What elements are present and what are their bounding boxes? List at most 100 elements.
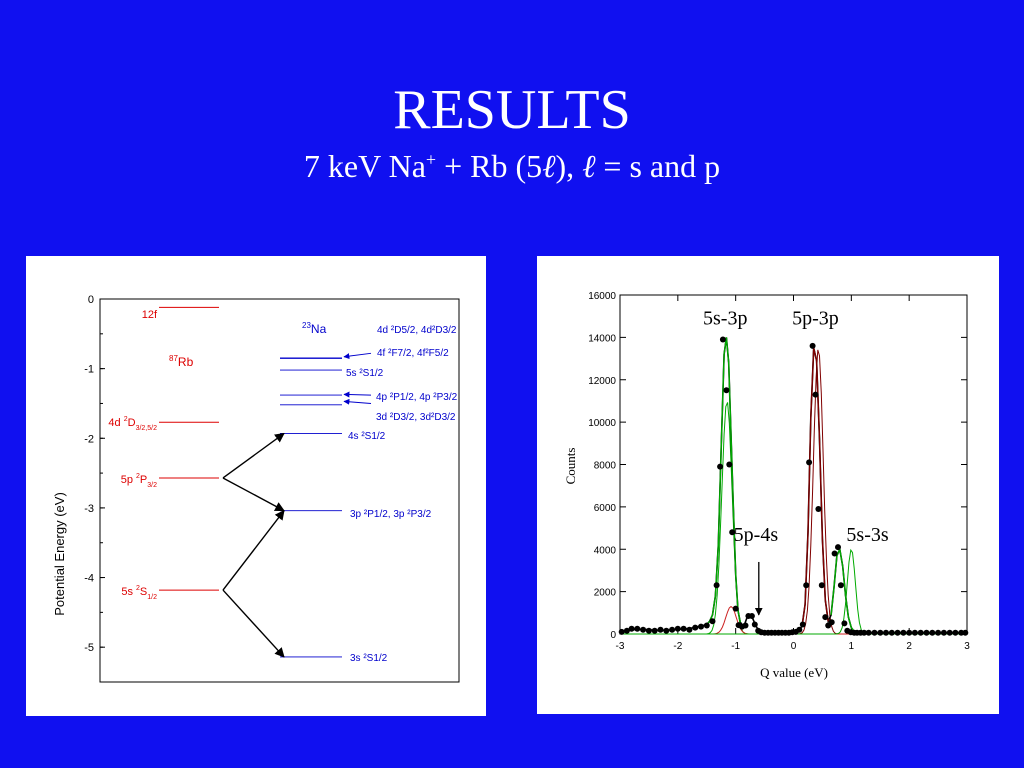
rb-4d-mult: 2: [124, 416, 128, 423]
rb-5s-mult: 2: [136, 585, 140, 592]
rb-5p-letter: P: [140, 474, 147, 486]
rb-label-5p: 5p 2P3/2: [121, 473, 157, 489]
data-point: [692, 624, 699, 631]
data-point: [634, 625, 641, 632]
rb-5s-term: 5s: [121, 586, 136, 598]
rb-label-5s: 5s 2S1/2: [121, 585, 157, 601]
na-label-3d: 3d ²D3/2, 3d²D3/2: [376, 412, 456, 423]
data-point: [835, 544, 841, 551]
data-point: [935, 629, 942, 636]
na-mass-number: 23: [302, 321, 311, 330]
y-tick-label: -1: [84, 364, 94, 376]
y-tick-label: 10000: [588, 418, 616, 429]
y-tick-label: 8000: [594, 461, 617, 472]
na-label-4d: 4d ²D5/2, 4d²D3/2: [377, 325, 457, 336]
data-point: [669, 626, 676, 633]
data-point: [713, 582, 720, 589]
plot-frame: [619, 294, 968, 635]
data-point: [812, 391, 819, 398]
data-point: [748, 613, 755, 619]
component-fits: [620, 349, 967, 635]
na-label-3s: 3s ²S1/2: [350, 653, 388, 664]
y-tick-label: -3: [84, 503, 94, 515]
total-fit-curve: [619, 337, 967, 634]
data-point: [822, 614, 829, 621]
data-point: [796, 626, 803, 633]
data-point: [917, 629, 924, 636]
slide-title: RESULTS: [393, 79, 631, 141]
rb-5s-letter: S: [140, 586, 147, 598]
peak-fit-overlay: [801, 347, 829, 626]
data-point: [883, 629, 889, 636]
data-point: [726, 461, 733, 468]
data-point: [809, 342, 816, 349]
y-tick-label: 2000: [594, 588, 617, 599]
data-point: [709, 618, 716, 625]
pointer-arrow: [343, 398, 372, 405]
subtitle-ion-charge: +: [425, 149, 437, 170]
data-point: [686, 626, 693, 633]
data-point: [911, 629, 918, 636]
peak-annotation: 5s-3s: [846, 524, 888, 546]
rb-5s-j: 1/2: [147, 594, 157, 601]
data-point: [818, 582, 825, 589]
y-tick-label: 14000: [588, 333, 616, 344]
data-point: [663, 627, 670, 634]
transition-arrow: [222, 589, 285, 658]
y-tick-label: 0: [88, 294, 94, 306]
rb-5p-mult: 2: [136, 473, 140, 480]
pointer-arrow: [343, 391, 372, 398]
subtitle-ell: ℓ: [542, 148, 556, 184]
transition-arrow: [222, 477, 285, 512]
rb-4d-j: 3/2,5/2: [136, 425, 158, 432]
rb-5p-term: 5p: [121, 474, 136, 486]
rb-symbol: Rb: [178, 355, 194, 369]
na-label-3p: 3p ²P1/2, 3p ²P3/2: [350, 509, 432, 520]
x-tick-label: 2: [906, 641, 912, 652]
data-point: [623, 627, 630, 634]
annotations: 5s-3p 5p-3p 5p-4s 5s-3s: [703, 308, 889, 616]
y-tick-label: -4: [84, 573, 94, 585]
na-label-4s: 4s ²S1/2: [348, 431, 386, 442]
data-point: [742, 622, 749, 629]
energy-axes: 0 -1 -2 -3 -4 -5: [84, 294, 460, 683]
y-tick-label: -5: [84, 642, 94, 654]
rb-4d-letter: D: [128, 417, 136, 429]
data-point: [628, 625, 635, 632]
pointer-arrow: [343, 352, 372, 360]
data-point: [751, 621, 758, 628]
data-point: [698, 623, 704, 630]
rb-label-12f: 12f: [142, 309, 158, 321]
data-point: [871, 629, 878, 636]
data-point: [888, 629, 895, 636]
rb-5p-j: 3/2: [147, 482, 157, 489]
data-point: [906, 629, 913, 636]
transition-arrows: [222, 352, 372, 658]
rb-label-4d: 4d 2D3/2,5/2: [108, 416, 157, 432]
subtitle-suffix: = s and p: [595, 148, 721, 184]
component-fit-curve: [620, 548, 967, 635]
data-point: [732, 605, 739, 612]
na-symbol: Na: [311, 322, 327, 336]
subtitle-middle: + Rb (5: [436, 148, 543, 184]
rb-4d-term: 4d: [108, 417, 123, 429]
x-tick-label: -2: [673, 641, 682, 652]
na-label-4f: 4f ²F7/2, 4f²F5/2: [377, 348, 449, 359]
data-point: [806, 459, 813, 466]
data-point: [803, 582, 810, 589]
transition-arrow: [222, 509, 285, 591]
data-point: [680, 625, 687, 632]
data-point: [877, 629, 884, 636]
energy-levels: [159, 306, 342, 658]
peak-annotation: 5p-4s: [734, 524, 779, 546]
data-point: [640, 626, 647, 633]
plot-frame: [99, 298, 460, 683]
data-point: [815, 506, 822, 512]
na-header: 23Na: [302, 321, 327, 336]
x-tick-label: -3: [616, 641, 625, 652]
x-axis-label: Q value (eV): [760, 665, 828, 680]
transition-arrow: [222, 432, 285, 479]
x-tick-label: 3: [964, 641, 970, 652]
rb-mass-number: 87: [169, 354, 178, 363]
y-tick-label: 6000: [594, 503, 617, 514]
